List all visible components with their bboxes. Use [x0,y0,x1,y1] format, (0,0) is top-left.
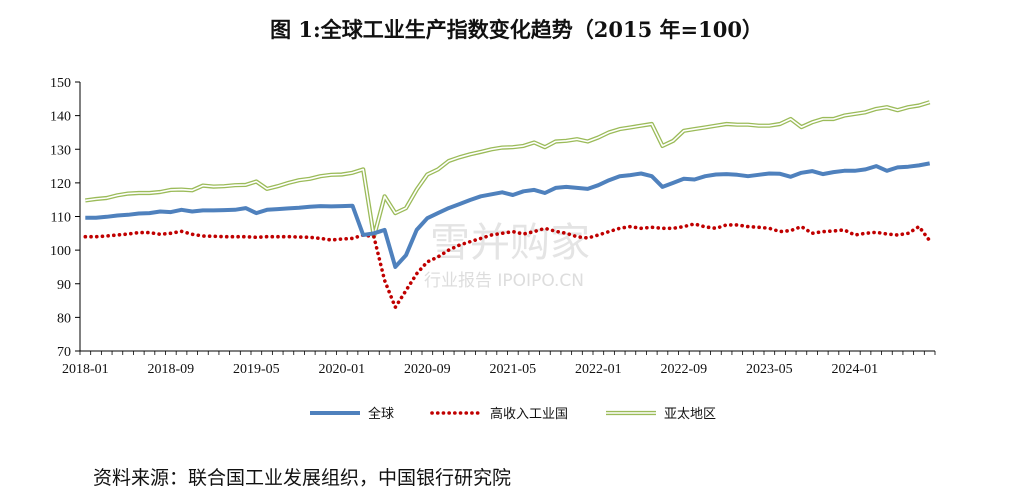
x-tick-label: 2021-05 [490,362,537,377]
source-note: 资料来源：联合国工业发展组织，中国银行研究院 [93,467,512,489]
x-tick-label: 2023-05 [746,362,793,377]
x-tick-label: 2018-09 [148,362,195,377]
x-tick-label: 2022-01 [575,362,622,377]
legend-label: 高收入工业国 [490,406,568,422]
legend-item: 高收入工业国 [430,406,568,422]
watermark: 雪并购家 行业报告 IPOIPO.CN [424,220,590,291]
y-tick-label: 120 [50,177,71,192]
legend-item: 亚太地区 [606,407,716,422]
y-tick-label: 70 [57,345,71,360]
y-tick-label: 150 [50,76,71,91]
plot-lines [83,100,932,312]
y-tick-label: 110 [51,211,71,226]
x-tick-label: 2022-09 [661,362,708,377]
series-line-1 [83,222,932,312]
x-tick-label: 2019-05 [233,362,280,377]
x-tick-label: 2024-01 [832,362,879,377]
y-tick-label: 80 [57,311,71,326]
series-line-0 [85,161,931,269]
x-tick-label: 2018-01 [62,362,109,377]
axes: 70 80 90 100 110 120 130 140 150 2018-01 2018-09 20… [50,76,936,377]
legend-label: 全球 [368,406,394,422]
chart-title: 图 1:全球工业生产指数变化趋势（2015 年=100） [270,17,763,42]
legend: 全球 高收入工业国 亚太地区 [310,406,716,422]
x-tick-label: 2020-01 [319,362,366,377]
y-tick-label: 90 [57,278,71,293]
y-tick-label: 100 [50,244,71,259]
series-line-2-inner [85,101,930,238]
y-tick-label: 140 [50,110,71,125]
watermark-sub: 行业报告 IPOIPO.CN [424,271,584,291]
x-tick-label: 2020-09 [404,362,451,377]
watermark-main: 雪并购家 [430,220,590,266]
series-line-2-outline [85,100,931,239]
legend-label: 亚太地区 [664,407,716,422]
y-tick-label: 130 [50,143,71,158]
legend-item: 全球 [310,406,394,422]
